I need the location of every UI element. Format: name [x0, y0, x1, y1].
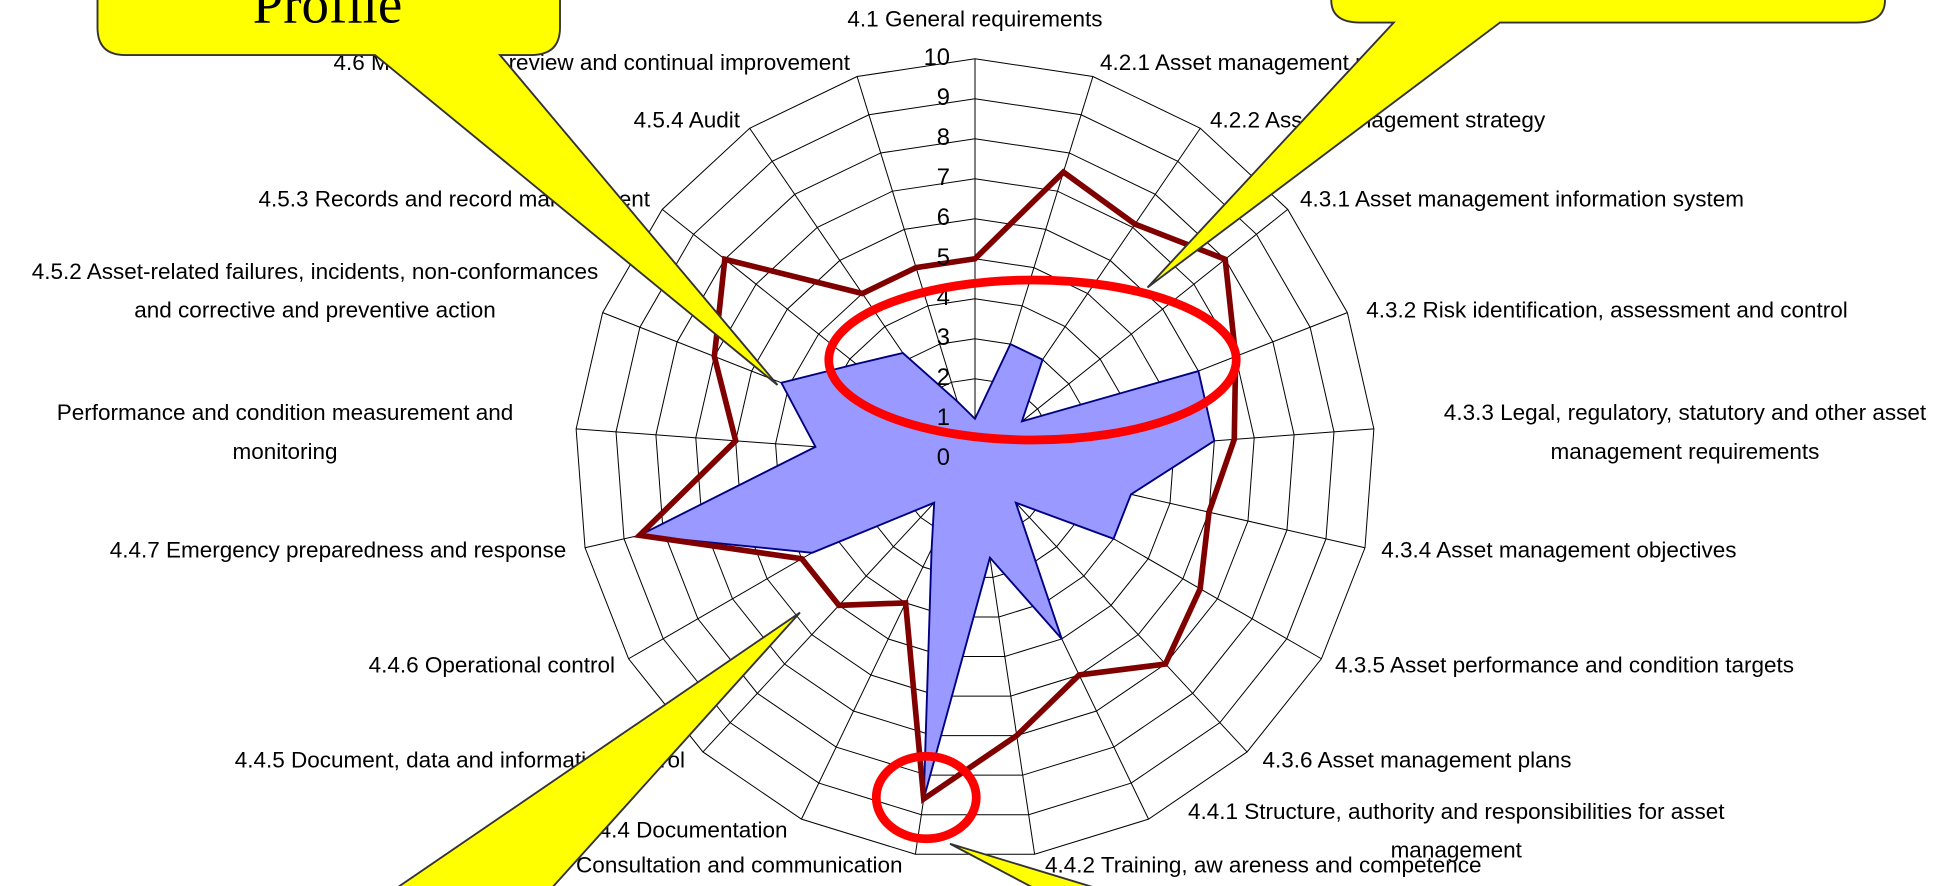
spoke [974, 208, 1289, 460]
r-tick-label: 0 [937, 444, 950, 471]
category-label: 4.1 General requirements [847, 6, 1103, 32]
category-label: 4.4.2 Training, aw areness and competenc… [1045, 852, 1482, 878]
r-tick-label: 9 [937, 84, 950, 111]
callout [96, 0, 779, 386]
category-label: 4.4.1 Structure, authority and responsib… [1187, 798, 1725, 863]
callout [397, 611, 801, 886]
category-label: 4.3.6 Asset management plans [1262, 747, 1572, 773]
r-tick-label: 10 [924, 44, 950, 71]
category-label: 4.5.2 Asset-related failures, incidents,… [31, 258, 599, 323]
category-label: 4.3.2 Risk identification, assessment an… [1366, 297, 1848, 323]
category-label: 4.4.6 Operational control [368, 652, 615, 678]
r-tick-label: 6 [937, 204, 950, 231]
category-label: 4.3.3 Legal, regulatory, statutory and o… [1443, 400, 1927, 464]
grid-ring [775, 258, 1175, 658]
grid-ring [735, 218, 1215, 697]
category-label: 4.5.4 Audit [633, 107, 740, 133]
area [636, 342, 1216, 800]
category-label: 4.4.7 Emergency preparedness and respons… [109, 537, 567, 563]
highlight-circle [871, 751, 981, 844]
r-tick-label: 1 [937, 404, 950, 431]
callout [949, 842, 1093, 886]
r-tick-label: 8 [937, 124, 950, 151]
callout-text: Profile [253, 0, 403, 35]
category-label: Performance and condition measurement an… [56, 400, 514, 464]
category-label: 4.4.3 Consultation and communication [519, 852, 903, 878]
category-label: 4.3.1 Asset management information syste… [1300, 186, 1744, 212]
category-label: 4.3.5 Asset performance and condition ta… [1335, 652, 1795, 678]
r-tick-label: 5 [937, 244, 950, 271]
callout [1146, 0, 1886, 289]
category-label: 4.4.4 Documentation [579, 817, 788, 843]
r-tick-label: 2 [937, 364, 950, 391]
spoke [974, 458, 1248, 753]
highlight-ellipse [824, 275, 1241, 445]
r-tick-label: 3 [937, 324, 950, 351]
category-label: 4.3.4 Asset management objectives [1381, 537, 1737, 563]
line [633, 168, 1239, 804]
r-tick-label: 7 [937, 164, 950, 191]
